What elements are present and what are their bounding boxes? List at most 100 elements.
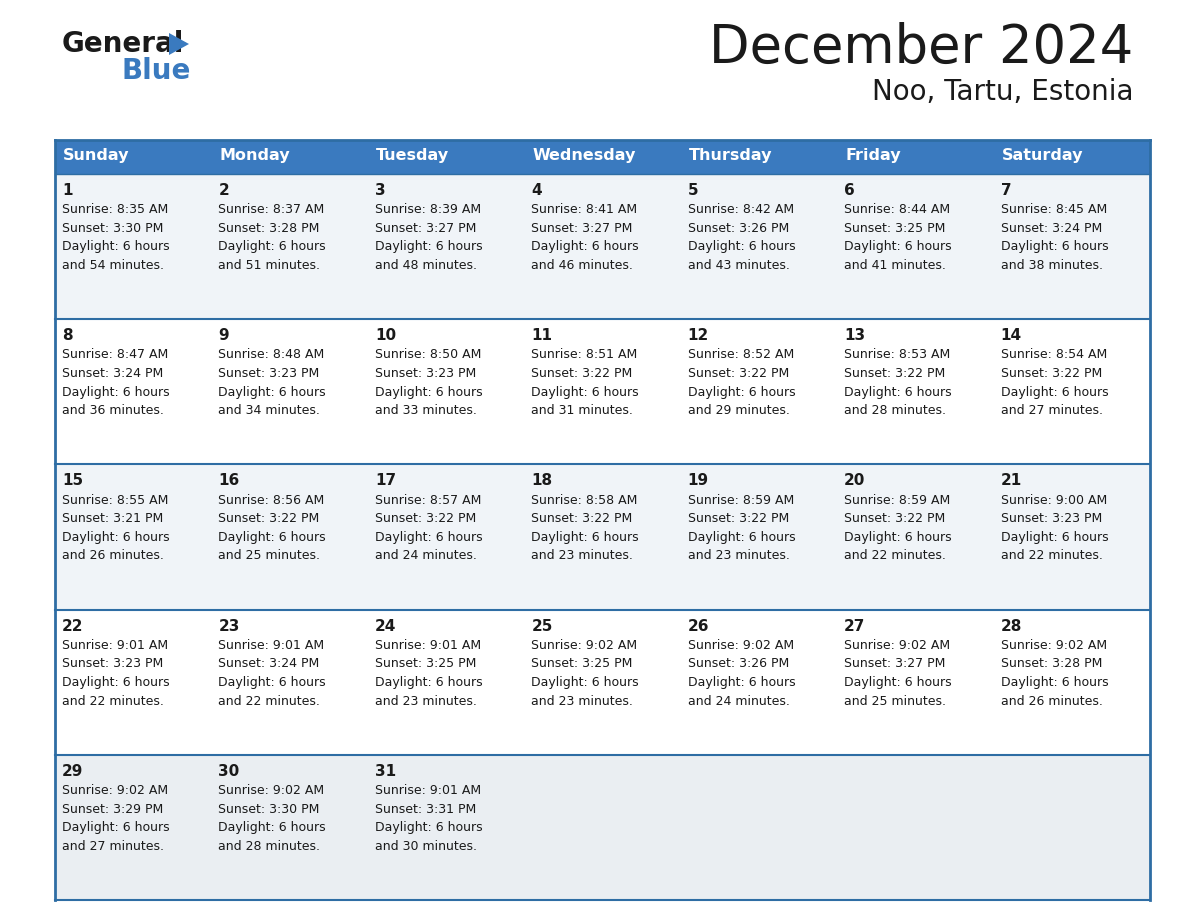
Text: and 27 minutes.: and 27 minutes.: [62, 840, 164, 853]
Text: 22: 22: [62, 619, 83, 633]
Text: Sunset: 3:22 PM: Sunset: 3:22 PM: [531, 512, 632, 525]
Text: and 38 minutes.: and 38 minutes.: [1000, 259, 1102, 272]
Text: and 28 minutes.: and 28 minutes.: [219, 840, 321, 853]
Text: 19: 19: [688, 474, 709, 488]
Text: Daylight: 6 hours: Daylight: 6 hours: [219, 821, 326, 834]
Text: and 23 minutes.: and 23 minutes.: [688, 549, 790, 563]
Text: 1: 1: [62, 183, 72, 198]
Text: Daylight: 6 hours: Daylight: 6 hours: [845, 676, 952, 688]
Text: 25: 25: [531, 619, 552, 633]
Text: Daylight: 6 hours: Daylight: 6 hours: [845, 386, 952, 398]
Text: Sunset: 3:25 PM: Sunset: 3:25 PM: [375, 657, 476, 670]
Text: Sunset: 3:28 PM: Sunset: 3:28 PM: [219, 222, 320, 235]
Text: Sunset: 3:21 PM: Sunset: 3:21 PM: [62, 512, 163, 525]
Text: and 28 minutes.: and 28 minutes.: [845, 404, 946, 417]
Text: Sunset: 3:22 PM: Sunset: 3:22 PM: [688, 512, 789, 525]
Text: and 34 minutes.: and 34 minutes.: [219, 404, 321, 417]
Text: Sunset: 3:27 PM: Sunset: 3:27 PM: [375, 222, 476, 235]
Text: Daylight: 6 hours: Daylight: 6 hours: [531, 386, 639, 398]
Bar: [55, 610, 1150, 755]
Text: and 41 minutes.: and 41 minutes.: [845, 259, 946, 272]
Text: Sunrise: 8:41 AM: Sunrise: 8:41 AM: [531, 203, 638, 216]
Text: Daylight: 6 hours: Daylight: 6 hours: [375, 386, 482, 398]
Text: December 2024: December 2024: [709, 22, 1133, 74]
Text: and 23 minutes.: and 23 minutes.: [375, 695, 476, 708]
Text: Sunset: 3:22 PM: Sunset: 3:22 PM: [845, 512, 946, 525]
Text: 14: 14: [1000, 329, 1022, 343]
Text: Daylight: 6 hours: Daylight: 6 hours: [62, 676, 170, 688]
Text: 17: 17: [375, 474, 396, 488]
Text: and 22 minutes.: and 22 minutes.: [219, 695, 321, 708]
Text: and 23 minutes.: and 23 minutes.: [531, 695, 633, 708]
Text: Monday: Monday: [220, 148, 290, 163]
Text: Daylight: 6 hours: Daylight: 6 hours: [845, 241, 952, 253]
Text: Sunrise: 8:56 AM: Sunrise: 8:56 AM: [219, 494, 324, 507]
Text: Daylight: 6 hours: Daylight: 6 hours: [62, 821, 170, 834]
Text: Sunrise: 9:01 AM: Sunrise: 9:01 AM: [62, 639, 169, 652]
Text: 6: 6: [845, 183, 855, 198]
Bar: [681, 140, 838, 174]
Text: 2: 2: [219, 183, 229, 198]
Text: 7: 7: [1000, 183, 1011, 198]
Text: Sunset: 3:24 PM: Sunset: 3:24 PM: [1000, 222, 1101, 235]
Text: Daylight: 6 hours: Daylight: 6 hours: [219, 676, 326, 688]
Text: Daylight: 6 hours: Daylight: 6 hours: [375, 241, 482, 253]
Text: and 22 minutes.: and 22 minutes.: [845, 549, 946, 563]
Text: 16: 16: [219, 474, 240, 488]
Bar: [55, 174, 1150, 319]
Text: Daylight: 6 hours: Daylight: 6 hours: [1000, 676, 1108, 688]
Text: 21: 21: [1000, 474, 1022, 488]
Text: Sunset: 3:23 PM: Sunset: 3:23 PM: [219, 367, 320, 380]
Text: Sunset: 3:27 PM: Sunset: 3:27 PM: [845, 657, 946, 670]
Text: Sunrise: 9:01 AM: Sunrise: 9:01 AM: [375, 784, 481, 797]
Bar: [838, 140, 993, 174]
Text: Daylight: 6 hours: Daylight: 6 hours: [375, 821, 482, 834]
Text: Sunrise: 8:48 AM: Sunrise: 8:48 AM: [219, 348, 324, 362]
Text: Sunrise: 9:02 AM: Sunrise: 9:02 AM: [1000, 639, 1107, 652]
Text: and 23 minutes.: and 23 minutes.: [531, 549, 633, 563]
Text: Sunset: 3:28 PM: Sunset: 3:28 PM: [1000, 657, 1102, 670]
Text: and 54 minutes.: and 54 minutes.: [62, 259, 164, 272]
Text: Sunset: 3:22 PM: Sunset: 3:22 PM: [531, 367, 632, 380]
Text: Sunset: 3:23 PM: Sunset: 3:23 PM: [375, 367, 476, 380]
Text: Sunrise: 8:47 AM: Sunrise: 8:47 AM: [62, 348, 169, 362]
Text: Tuesday: Tuesday: [375, 148, 449, 163]
Text: 13: 13: [845, 329, 865, 343]
Text: Sunset: 3:22 PM: Sunset: 3:22 PM: [845, 367, 946, 380]
Text: 18: 18: [531, 474, 552, 488]
Bar: [524, 140, 681, 174]
Text: Sunrise: 8:39 AM: Sunrise: 8:39 AM: [375, 203, 481, 216]
Text: Wednesday: Wednesday: [532, 148, 636, 163]
Text: and 29 minutes.: and 29 minutes.: [688, 404, 790, 417]
Text: 26: 26: [688, 619, 709, 633]
Text: Sunset: 3:23 PM: Sunset: 3:23 PM: [1000, 512, 1101, 525]
Text: Daylight: 6 hours: Daylight: 6 hours: [219, 531, 326, 543]
Text: and 30 minutes.: and 30 minutes.: [375, 840, 476, 853]
Text: Daylight: 6 hours: Daylight: 6 hours: [1000, 531, 1108, 543]
Bar: [55, 465, 1150, 610]
Text: Sunrise: 9:01 AM: Sunrise: 9:01 AM: [219, 639, 324, 652]
Text: 11: 11: [531, 329, 552, 343]
Text: Sunrise: 9:02 AM: Sunrise: 9:02 AM: [219, 784, 324, 797]
Bar: [993, 140, 1150, 174]
Text: Daylight: 6 hours: Daylight: 6 hours: [219, 386, 326, 398]
Text: and 24 minutes.: and 24 minutes.: [375, 549, 476, 563]
Text: Daylight: 6 hours: Daylight: 6 hours: [1000, 241, 1108, 253]
Text: Saturday: Saturday: [1001, 148, 1083, 163]
Text: 30: 30: [219, 764, 240, 778]
Text: Daylight: 6 hours: Daylight: 6 hours: [531, 676, 639, 688]
Text: Sunday: Sunday: [63, 148, 129, 163]
Text: 20: 20: [845, 474, 866, 488]
Text: Sunset: 3:30 PM: Sunset: 3:30 PM: [62, 222, 164, 235]
Text: and 26 minutes.: and 26 minutes.: [62, 549, 164, 563]
Text: Daylight: 6 hours: Daylight: 6 hours: [375, 676, 482, 688]
Text: and 25 minutes.: and 25 minutes.: [219, 549, 321, 563]
Text: and 43 minutes.: and 43 minutes.: [688, 259, 790, 272]
Text: Sunset: 3:29 PM: Sunset: 3:29 PM: [62, 802, 163, 815]
Text: 29: 29: [62, 764, 83, 778]
Text: Sunrise: 8:58 AM: Sunrise: 8:58 AM: [531, 494, 638, 507]
Text: Sunrise: 8:54 AM: Sunrise: 8:54 AM: [1000, 348, 1107, 362]
Text: Sunset: 3:24 PM: Sunset: 3:24 PM: [62, 367, 163, 380]
Text: 28: 28: [1000, 619, 1022, 633]
Polygon shape: [169, 33, 189, 55]
